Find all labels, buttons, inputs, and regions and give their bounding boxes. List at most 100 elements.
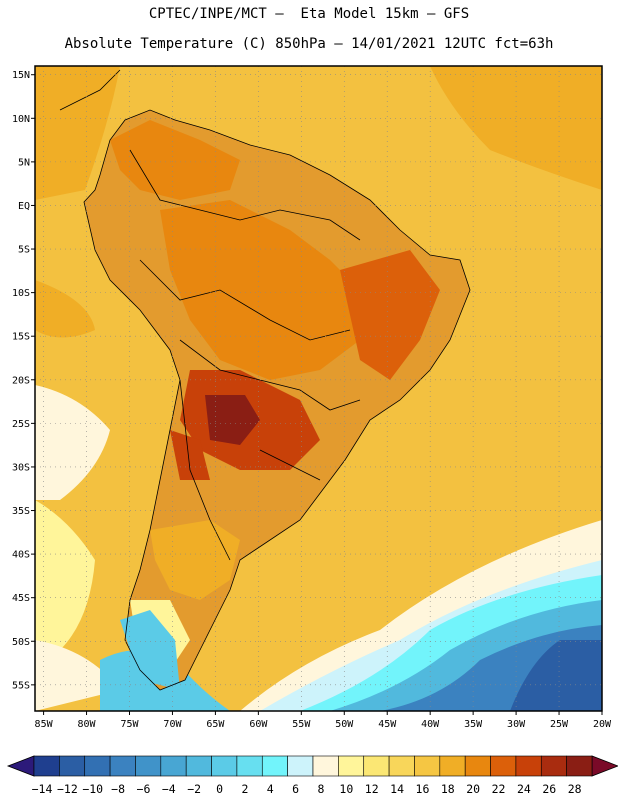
colorbar-label: 4	[267, 782, 274, 796]
lon-tick-label: 25W	[550, 719, 569, 730]
colorbar-swatch	[490, 755, 517, 777]
lat-tick-label: 5S	[18, 245, 30, 256]
northeast-brazil-hot	[340, 250, 440, 380]
colorbar-swatch	[236, 755, 263, 777]
southern-pacific-cool	[35, 640, 120, 711]
lon-tick-label: 85W	[35, 719, 54, 730]
northern-borders	[129, 149, 361, 241]
colorbar-swatch	[540, 755, 567, 777]
colorbar-swatch	[363, 755, 390, 777]
lat-tick-label: 25S	[12, 419, 30, 430]
lon-tick-label: 20W	[593, 719, 612, 730]
lon-tick-label: 40W	[421, 719, 440, 730]
colorbar-swatch	[185, 755, 212, 777]
colorbar-label: 22	[492, 782, 506, 796]
colorbar-max-arrow	[591, 755, 618, 777]
colorbar-label: −4	[162, 782, 176, 796]
lat-tick-label: 55S	[12, 680, 30, 691]
colorbar-swatch	[109, 755, 136, 777]
southeast-pacific-cool	[35, 385, 110, 500]
colorbar-label: 6	[292, 782, 299, 796]
patagonia-mild	[150, 520, 240, 600]
colorbar-label: 2	[241, 782, 248, 796]
amazon-hot-region	[160, 200, 370, 380]
colorbar-label: 12	[365, 782, 379, 796]
tierra-del-fuego-cold	[120, 610, 180, 690]
colorbar-swatch	[338, 755, 365, 777]
northern-hot-region	[110, 120, 240, 200]
colorbar-swatch	[211, 755, 238, 777]
lon-tick-label: 70W	[163, 719, 182, 730]
andes-foothill-hot	[170, 430, 210, 480]
colorbar-label: 18	[441, 782, 455, 796]
colorbar-label: −10	[82, 782, 103, 796]
southern-borders	[179, 339, 361, 411]
lon-tick-label: 55W	[292, 719, 311, 730]
map-frame	[34, 65, 603, 712]
uruguay-border	[259, 449, 321, 481]
map-title: CPTEC/INPE/MCT – Eta Model 15km – GFS	[148, 6, 470, 22]
lon-tick-label: 75W	[120, 719, 139, 730]
lon-tick-label: 65W	[206, 719, 225, 730]
colorbar-swatch	[135, 755, 162, 777]
colorbar-swatch	[439, 755, 466, 777]
continent-outline	[83, 109, 471, 691]
colorbar-label: −6	[137, 782, 151, 796]
lat-tick-label: 20S	[12, 375, 30, 386]
lat-tick-label: 50S	[12, 637, 30, 648]
colorbar-label: 10	[339, 782, 353, 796]
map-subtitle: Absolute Temperature (C) 850hPa – 14/01/…	[64, 36, 554, 52]
lat-tick-label: 15N	[12, 70, 30, 81]
chaco-hottest	[205, 395, 260, 445]
colorbar-label: −8	[111, 782, 125, 796]
temperature-field	[35, 66, 602, 711]
pacific-warm-tongue	[35, 280, 95, 338]
andean-border	[179, 379, 231, 561]
colorbar-label: 24	[517, 782, 531, 796]
lon-tick-label: 30W	[507, 719, 526, 730]
colorbar-label: −14	[32, 782, 53, 796]
longitude-axis: 85W 80W 75W 70W 65W 60W 55W 50W 45W 40W 35W 30W 25W 2…	[35, 711, 612, 730]
latitude-axis: 15N 10N 5N EQ 5S 10S 15S 20S 25S 30S 35S 40S 45S 50S 5…	[12, 70, 35, 691]
lat-tick-label: 10S	[12, 288, 30, 299]
colorbar-swatch	[388, 755, 415, 777]
colorbar-label: 28	[568, 782, 582, 796]
colorbar-swatch	[160, 755, 187, 777]
colorbar-swatch	[515, 755, 542, 777]
colorbar-swatch	[84, 755, 111, 777]
lon-tick-label: 50W	[335, 719, 354, 730]
lat-tick-label: 10N	[12, 114, 30, 125]
south-atlantic-coldest	[510, 640, 602, 711]
colorbar-label: 0	[216, 782, 223, 796]
lat-tick-label: 35S	[12, 506, 30, 517]
colorbar-label: 16	[416, 782, 430, 796]
colorbar-label: 14	[390, 782, 404, 796]
central-borders	[139, 259, 351, 341]
tropical-pacific-warm	[35, 66, 120, 200]
colorbar-swatch	[464, 755, 491, 777]
lat-tick-label: 30S	[12, 462, 30, 473]
lat-tick-label: 40S	[12, 550, 30, 561]
lat-tick-label: 45S	[12, 593, 30, 604]
colorbar-label: 20	[466, 782, 480, 796]
colorbar-label: −2	[187, 782, 201, 796]
colorbar-swatch	[312, 755, 339, 777]
lon-tick-label: 45W	[378, 719, 397, 730]
colorbar-label: 26	[542, 782, 556, 796]
colorbar-label: 8	[318, 782, 325, 796]
coastlines	[59, 69, 471, 691]
lon-tick-label: 80W	[78, 719, 97, 730]
lat-tick-label: 15S	[12, 332, 30, 343]
colorbar: −14 −12 −10 −8 −6 −4 −2 0 2 4 6 8 10 12 14 16 18 20 22 24 26…	[6, 755, 618, 796]
pacific-yellow-band	[35, 500, 95, 660]
colorbar-swatch	[414, 755, 441, 777]
colorbar-swatch	[566, 755, 593, 777]
colorbar-label: −12	[57, 782, 78, 796]
lon-tick-label: 60W	[249, 719, 268, 730]
colorbar-swatch	[33, 755, 60, 777]
colorbar-swatch	[287, 755, 314, 777]
central-america	[59, 69, 121, 111]
lat-tick-label: 5N	[18, 157, 30, 168]
lat-tick-label: EQ	[18, 201, 30, 212]
